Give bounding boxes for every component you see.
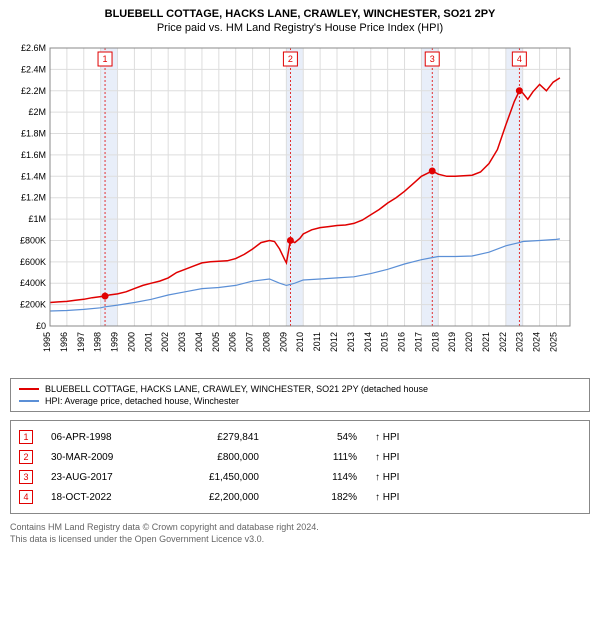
- transaction-date: 30-MAR-2009: [51, 452, 151, 463]
- transaction-row: 4 18-OCT-2022 £2,200,000 182% ↑ HPI: [19, 487, 581, 507]
- svg-text:2015: 2015: [380, 332, 390, 352]
- svg-text:2021: 2021: [481, 332, 491, 352]
- transaction-date: 06-APR-1998: [51, 432, 151, 443]
- transactions-table: 1 06-APR-1998 £279,841 54% ↑ HPI 2 30-MAR-2009…: [10, 420, 590, 514]
- svg-text:2014: 2014: [363, 332, 373, 352]
- svg-text:3: 3: [430, 54, 435, 64]
- chart-container: BLUEBELL COTTAGE, HACKS LANE, CRAWLEY, W…: [0, 0, 600, 551]
- svg-text:2011: 2011: [312, 332, 322, 351]
- svg-text:1996: 1996: [59, 332, 69, 352]
- svg-text:1998: 1998: [93, 332, 103, 352]
- legend-swatch: [19, 400, 39, 402]
- title-block: BLUEBELL COTTAGE, HACKS LANE, CRAWLEY, W…: [10, 8, 590, 34]
- svg-text:£600K: £600K: [20, 257, 46, 267]
- transaction-pct: 54%: [277, 432, 357, 443]
- svg-text:2001: 2001: [143, 332, 153, 352]
- transaction-row: 1 06-APR-1998 £279,841 54% ↑ HPI: [19, 427, 581, 447]
- chart-subtitle: Price paid vs. HM Land Registry's House …: [10, 22, 590, 34]
- transaction-hpi-label: ↑ HPI: [375, 472, 415, 483]
- svg-text:2000: 2000: [126, 332, 136, 352]
- transaction-index: 3: [19, 470, 33, 484]
- svg-text:2025: 2025: [548, 332, 558, 352]
- svg-text:£1.2M: £1.2M: [21, 193, 46, 203]
- svg-text:£1.4M: £1.4M: [21, 171, 46, 181]
- legend-label: HPI: Average price, detached house, Winc…: [45, 396, 239, 406]
- transaction-price: £2,200,000: [169, 492, 259, 503]
- transaction-pct: 111%: [277, 452, 357, 463]
- chart-area: £0 £200K £400K £600K £800K £1M £1.2M £1.4M £1.6M…: [10, 40, 590, 370]
- svg-text:1997: 1997: [76, 332, 86, 352]
- transaction-index: 1: [19, 430, 33, 444]
- svg-text:2004: 2004: [194, 332, 204, 352]
- transaction-price: £279,841: [169, 432, 259, 443]
- svg-text:£0: £0: [36, 321, 46, 331]
- svg-text:2024: 2024: [532, 332, 542, 352]
- transaction-hpi-label: ↑ HPI: [375, 432, 415, 443]
- svg-text:2: 2: [288, 54, 293, 64]
- svg-text:2016: 2016: [397, 332, 407, 352]
- svg-text:2013: 2013: [346, 332, 356, 352]
- line-chart: £0 £200K £400K £600K £800K £1M £1.2M £1.4M £1.6M…: [10, 40, 586, 370]
- svg-text:2006: 2006: [228, 332, 238, 352]
- svg-text:2007: 2007: [245, 332, 255, 352]
- transaction-date: 23-AUG-2017: [51, 472, 151, 483]
- svg-text:1999: 1999: [110, 332, 120, 352]
- transaction-price: £800,000: [169, 452, 259, 463]
- transaction-pct: 114%: [277, 472, 357, 483]
- svg-text:2022: 2022: [498, 332, 508, 352]
- legend: BLUEBELL COTTAGE, HACKS LANE, CRAWLEY, W…: [10, 378, 590, 412]
- svg-text:2020: 2020: [464, 332, 474, 352]
- svg-text:1995: 1995: [42, 332, 52, 352]
- svg-text:1: 1: [103, 54, 108, 64]
- transaction-index: 4: [19, 490, 33, 504]
- transaction-index: 2: [19, 450, 33, 464]
- svg-text:4: 4: [517, 54, 522, 64]
- svg-text:£200K: £200K: [20, 300, 46, 310]
- svg-text:2012: 2012: [329, 332, 339, 352]
- svg-text:£2M: £2M: [28, 107, 46, 117]
- svg-text:2009: 2009: [278, 332, 288, 352]
- footer-attribution: Contains HM Land Registry data © Crown c…: [10, 522, 590, 545]
- transaction-row: 2 30-MAR-2009 £800,000 111% ↑ HPI: [19, 447, 581, 467]
- transaction-date: 18-OCT-2022: [51, 492, 151, 503]
- svg-text:2005: 2005: [211, 332, 221, 352]
- transaction-hpi-label: ↑ HPI: [375, 492, 415, 503]
- svg-text:2002: 2002: [160, 332, 170, 352]
- svg-text:£1.8M: £1.8M: [21, 129, 46, 139]
- transaction-price: £1,450,000: [169, 472, 259, 483]
- transaction-pct: 182%: [277, 492, 357, 503]
- svg-text:2017: 2017: [413, 332, 423, 352]
- transaction-row: 3 23-AUG-2017 £1,450,000 114% ↑ HPI: [19, 467, 581, 487]
- footer-line2: This data is licensed under the Open Gov…: [10, 534, 590, 546]
- svg-text:2019: 2019: [447, 332, 457, 352]
- svg-text:£400K: £400K: [20, 278, 46, 288]
- svg-text:2003: 2003: [177, 332, 187, 352]
- svg-text:2008: 2008: [261, 332, 271, 352]
- svg-text:£1.6M: £1.6M: [21, 150, 46, 160]
- legend-swatch: [19, 388, 39, 390]
- svg-text:2018: 2018: [430, 332, 440, 352]
- transaction-hpi-label: ↑ HPI: [375, 452, 415, 463]
- svg-text:£1M: £1M: [28, 214, 46, 224]
- footer-line1: Contains HM Land Registry data © Crown c…: [10, 522, 590, 534]
- legend-item: BLUEBELL COTTAGE, HACKS LANE, CRAWLEY, W…: [19, 383, 581, 395]
- svg-text:£800K: £800K: [20, 235, 46, 245]
- chart-title: BLUEBELL COTTAGE, HACKS LANE, CRAWLEY, W…: [10, 8, 590, 20]
- legend-item: HPI: Average price, detached house, Winc…: [19, 395, 581, 407]
- svg-text:£2.6M: £2.6M: [21, 43, 46, 53]
- legend-label: BLUEBELL COTTAGE, HACKS LANE, CRAWLEY, W…: [45, 384, 428, 394]
- svg-text:2023: 2023: [515, 332, 525, 352]
- svg-text:2010: 2010: [295, 332, 305, 352]
- svg-text:£2.4M: £2.4M: [21, 64, 46, 74]
- svg-text:£2.2M: £2.2M: [21, 86, 46, 96]
